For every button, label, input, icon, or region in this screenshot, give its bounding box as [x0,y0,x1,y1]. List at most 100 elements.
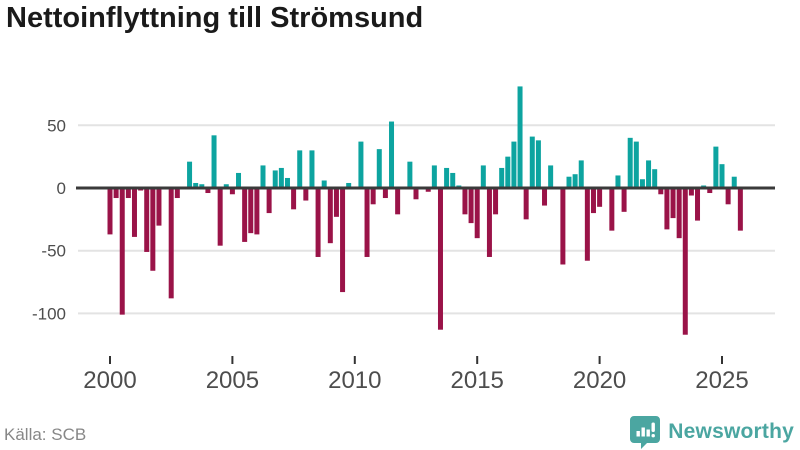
bar-2024-q3 [707,188,713,194]
bar-2017-q3 [535,140,541,188]
newsworthy-brand: Newsworthy [630,415,794,449]
bar-2008-q2 [309,150,315,188]
bar-2023-q2 [676,188,682,239]
bar-2017-q4 [542,188,548,206]
bar-2008-q4 [321,180,327,188]
x-tick-label-2025: 2025 [695,367,748,394]
bar-2010-q4 [370,188,376,205]
bar-2015-q1 [474,188,480,239]
bar-2021-q2 [627,137,633,188]
bar-2003-q3 [193,182,199,188]
bar-2013-q4 [444,167,450,188]
bar-2022-q4 [664,188,670,230]
bar-2017-q1 [523,188,529,220]
bar-2024-q4 [713,146,719,188]
bar-2019-q4 [590,188,596,214]
bar-2006-q1 [254,188,260,235]
bar-2018-q3 [560,188,566,265]
bar-2009-q2 [333,188,339,217]
bar-2019-q2 [578,160,584,188]
bar-2006-q3 [266,188,272,214]
bar-2020-q4 [615,175,621,188]
bar-2002-q1 [156,188,162,226]
bar-2016-q2 [505,156,511,188]
bar-2010-q3 [364,188,370,257]
bar-2001-q4 [150,188,156,271]
bar-2003-q2 [187,161,193,188]
bar-2005-q2 [236,172,242,188]
bar-2023-q4 [688,188,694,196]
gridlines [78,124,775,315]
bar-2007-q2 [284,177,290,188]
bar-2015-q4 [493,188,499,215]
bar-2024-q1 [695,188,701,221]
bar-2004-q3 [217,188,223,246]
bar-2013-q3 [437,188,443,330]
bar-2012-q2 [407,161,413,188]
x-tick-label-2005: 2005 [206,367,259,394]
y-tick-label--100: -100 [32,304,66,323]
y-axis-labels: 50 0 -50 -100 [32,116,66,323]
x-tick-label-2000: 2000 [83,367,136,394]
bar-2003-q4 [199,184,205,188]
bar-2009-q1 [327,188,333,244]
bar-2001-q3 [144,188,150,252]
newsworthy-logo-text: Newsworthy [668,420,794,443]
bar-2022-q3 [658,188,664,195]
bar-2007-q4 [297,150,303,188]
bar-2004-q2 [211,135,217,188]
bar-2005-q1 [229,188,235,195]
bar-2022-q2 [652,169,658,188]
bar-2018-q4 [566,176,572,188]
bar-2000-q4 [125,188,131,199]
chart-title: Nettoinflyttning till Strömsund [6,2,424,34]
bar-2014-q4 [468,188,474,224]
y-tick-label-50: 50 [47,116,66,135]
bar-2020-q1 [597,188,603,207]
bar-2017-q2 [529,136,535,188]
bar-2010-q2 [358,141,364,188]
bar-2001-q1 [131,188,137,237]
bar-2011-q3 [389,121,395,188]
bar-2018-q1 [548,165,554,188]
bar-2000-q1 [107,188,113,235]
bar-2006-q2 [260,165,266,188]
x-tick-label-2010: 2010 [328,367,381,394]
bar-2002-q4 [174,188,180,199]
bar-2009-q4 [346,182,352,188]
y-tick-label-0: 0 [57,179,66,198]
y-tick-label--50: -50 [41,242,66,261]
bar-2009-q3 [340,188,346,293]
bar-2015-q2 [480,165,486,188]
x-tick-label-2020: 2020 [573,367,626,394]
bar-2019-q3 [584,188,590,261]
bar-2011-q2 [382,188,388,199]
bar-2021-q1 [621,188,627,212]
bar-2011-q4 [395,188,401,215]
bar-2021-q3 [633,141,639,188]
bar-2005-q4 [248,188,254,234]
bar-2007-q3 [291,188,297,210]
bar-2022-q1 [646,160,652,188]
bar-2006-q4 [272,170,278,188]
bar-2020-q3 [609,188,615,231]
bar-2016-q3 [511,141,517,188]
bar-2008-q1 [303,188,309,201]
bar-2005-q3 [242,188,248,242]
bar-2023-q3 [682,188,688,335]
source-note: Källa: SCB [4,425,87,444]
bar-2004-q4 [223,184,229,188]
bar-2012-q3 [413,188,419,200]
bar-2025-q2 [725,188,731,205]
bar-2004-q1 [205,188,211,194]
bar-2013-q2 [431,165,437,188]
bar-2023-q1 [670,188,676,219]
bar-2019-q1 [572,174,578,188]
x-tick-label-2015: 2015 [451,367,504,394]
bar-2014-q1 [450,172,456,188]
x-axis-labels: 2000 2005 2010 2015 2020 2025 [83,356,749,394]
bars [107,86,743,335]
bar-2016-q1 [499,167,505,188]
